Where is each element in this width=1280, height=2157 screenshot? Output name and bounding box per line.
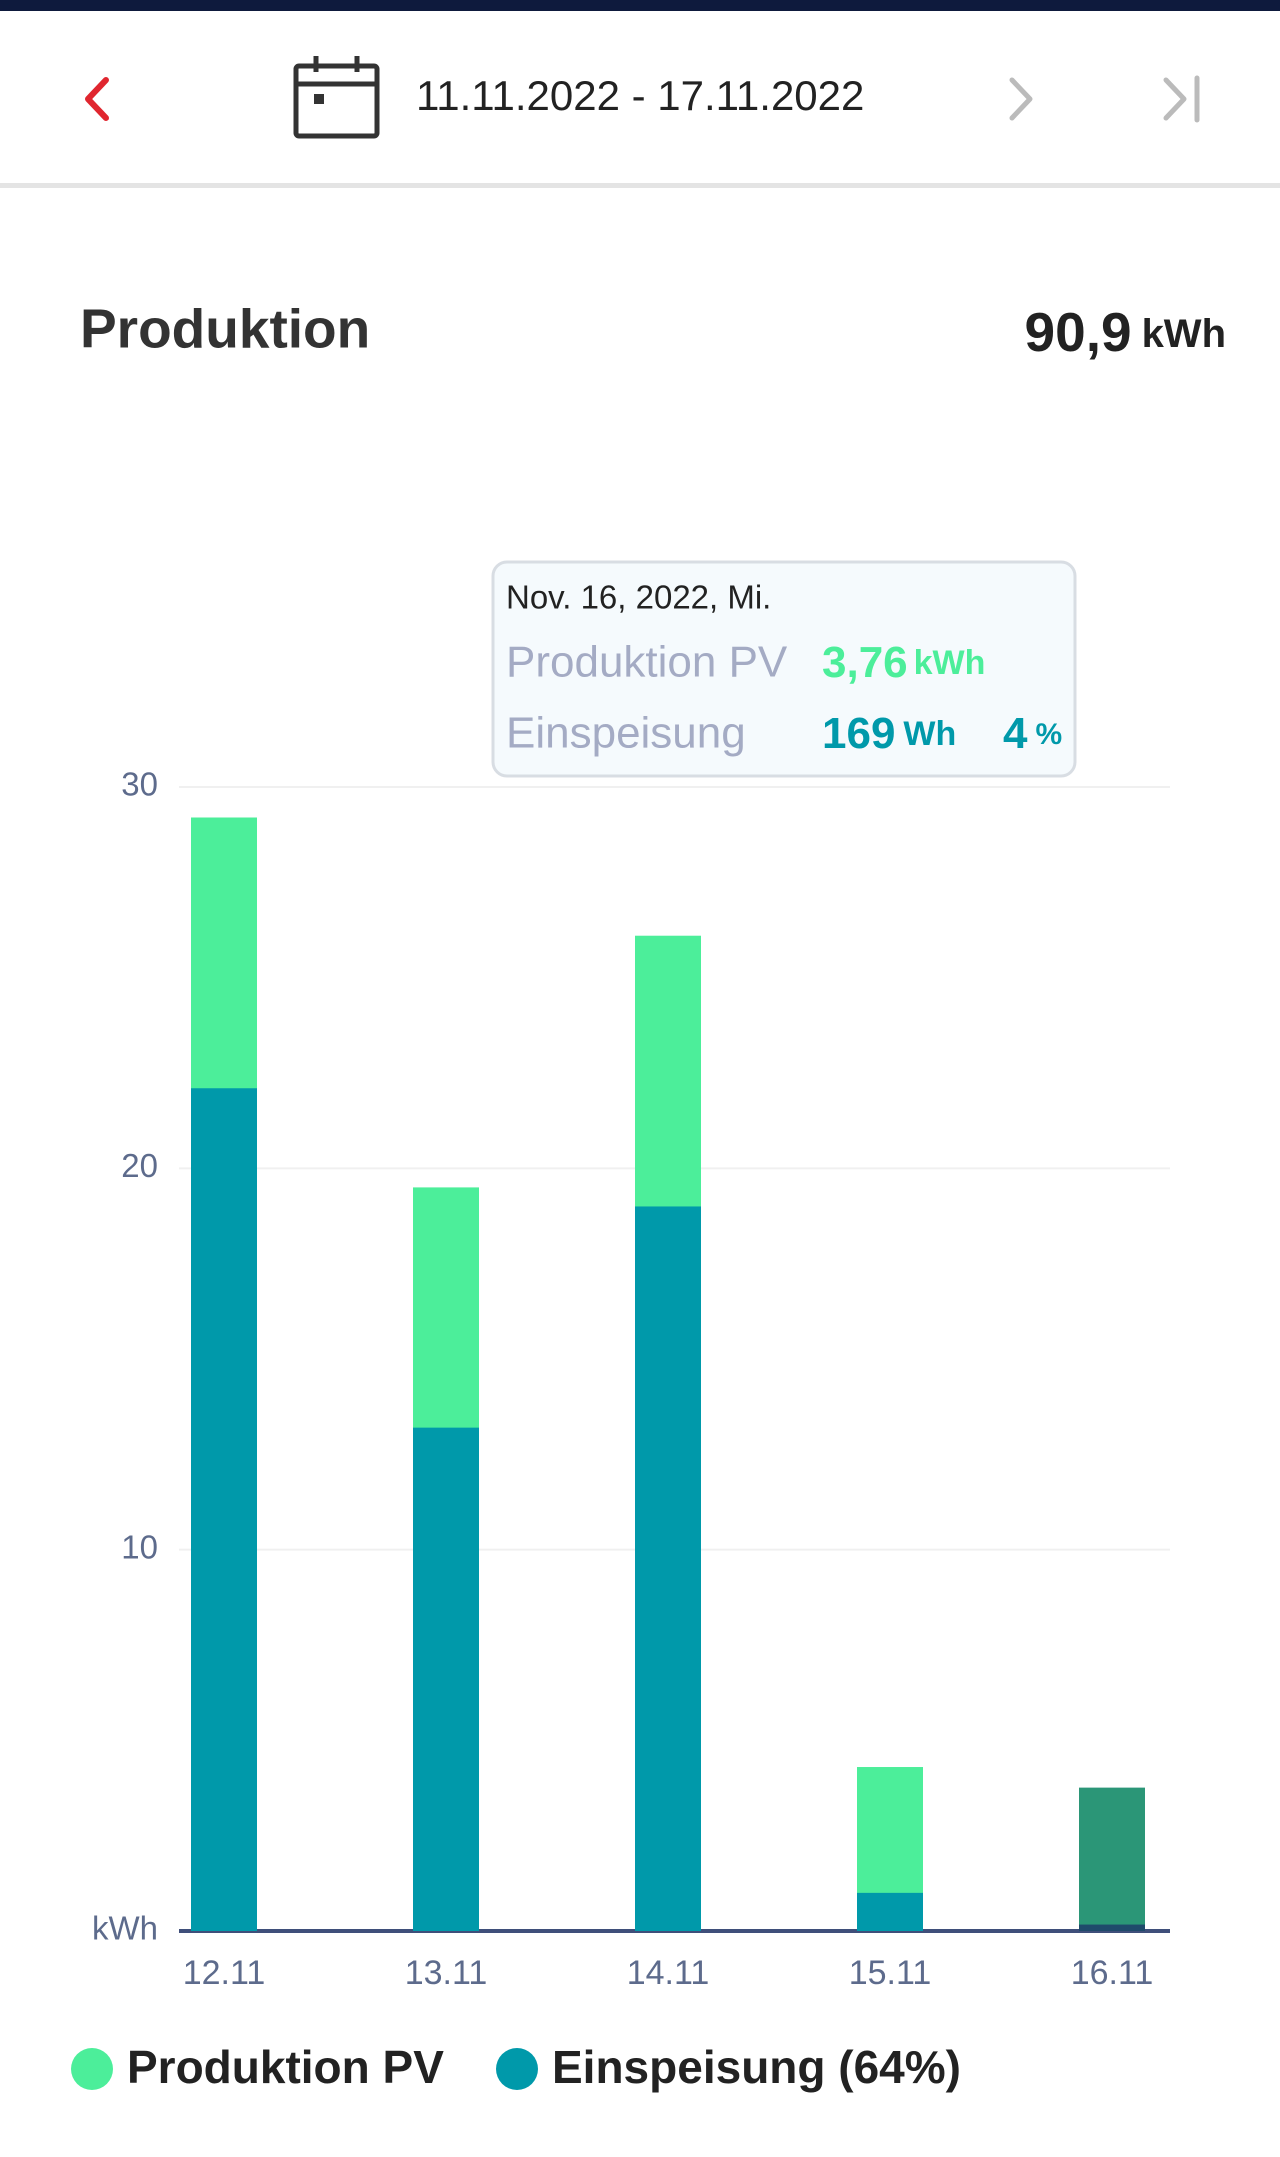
date-range[interactable]: 11.11.2022 - 17.11.2022 xyxy=(416,72,864,119)
section-title: Produktion xyxy=(80,298,370,360)
total-value: 90,9 xyxy=(1025,301,1132,363)
tooltip-unit: Wh xyxy=(903,715,956,753)
tooltip-box xyxy=(491,560,1077,778)
total: 90,9 kWh xyxy=(1025,301,1226,363)
y-tick-label: 30 xyxy=(121,766,158,803)
next-button[interactable] xyxy=(1009,77,1033,121)
bar xyxy=(635,1206,701,1931)
calendar-icon[interactable] xyxy=(293,56,380,139)
legend-swatch xyxy=(71,2048,113,2090)
tooltip-label: Produktion PV xyxy=(506,638,788,687)
back-button[interactable] xyxy=(85,77,109,121)
x-tick-label: 15.11 xyxy=(849,1954,932,1992)
chart: kWh 10 20 30 12.11 13.11 14.11 15.11 16.11 Produk… xyxy=(71,766,1170,2093)
tooltip-feed: 169 Wh 4% xyxy=(822,709,1062,758)
total-unit: kWh xyxy=(1142,312,1226,356)
last-button[interactable] xyxy=(1163,75,1200,123)
legend-swatch xyxy=(496,2048,538,2090)
x-tick-label: 13.11 xyxy=(405,1954,488,1992)
legend-label: Einspeisung (64%) xyxy=(552,2041,961,2093)
x-tick-label: 14.11 xyxy=(627,1954,710,1992)
tooltip-value: 169 xyxy=(822,709,895,758)
header-divider xyxy=(0,183,1280,188)
bar xyxy=(1079,1924,1145,1931)
bar xyxy=(857,1892,923,1931)
bar xyxy=(191,1088,257,1931)
tooltip-label: Einspeisung xyxy=(506,709,746,758)
y-tick-label: 10 xyxy=(121,1528,158,1565)
tooltip-share-unit: % xyxy=(1035,718,1062,751)
bar xyxy=(413,1427,479,1931)
x-tick-label: 12.11 xyxy=(183,1954,266,1992)
tooltip-date: Nov. 16, 2022, Mi. xyxy=(506,579,771,616)
y-tick-label: kWh xyxy=(92,1910,158,1947)
bar xyxy=(1079,1787,1145,1931)
tooltip-pv: 3,76 kWh xyxy=(822,638,985,687)
legend-label: Produktion PV xyxy=(127,2041,444,2093)
status-bar xyxy=(0,0,1280,11)
tooltip-share: 4 xyxy=(1003,709,1028,758)
tooltip-unit: kWh xyxy=(914,644,986,682)
x-tick-label: 16.11 xyxy=(1071,1954,1154,1992)
tooltip-value: 3,76 xyxy=(822,638,908,687)
y-tick-label: 20 xyxy=(121,1147,158,1184)
tooltip: Nov. 16, 2022, Mi. Produktion PV 3,76 kWh… xyxy=(491,560,1077,778)
